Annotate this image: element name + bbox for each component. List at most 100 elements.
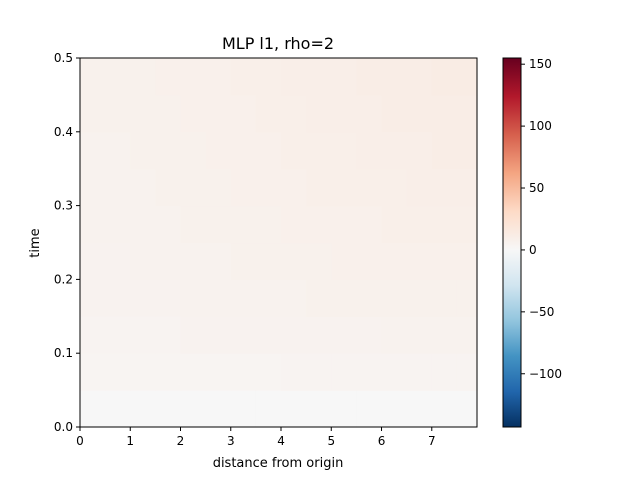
heatmap-cell	[456, 94, 478, 133]
heatmap-cell	[80, 131, 106, 170]
heatmap-cell	[180, 353, 207, 391]
heatmap-cell	[356, 279, 383, 317]
heatmap-cell	[406, 316, 433, 354]
heatmap-cell	[456, 353, 478, 391]
heatmap-cell	[105, 353, 131, 391]
chart-title: MLP l1, rho=2	[222, 34, 334, 53]
heatmap-cell	[130, 353, 156, 391]
heatmap-cell	[406, 353, 433, 391]
y-tick-label: 0.1	[54, 346, 73, 360]
heatmap-cell	[155, 205, 182, 244]
heatmap-cell	[431, 94, 458, 133]
heatmap-cell	[306, 94, 332, 133]
heatmap-cell	[431, 168, 458, 207]
x-tick-label: 4	[277, 434, 285, 448]
heatmap-cell	[356, 94, 383, 133]
heatmap-cell	[105, 168, 131, 207]
heatmap-cell	[281, 316, 307, 354]
heatmap-cell	[255, 242, 282, 280]
heatmap-cell	[130, 205, 156, 244]
heatmap-cell	[431, 58, 458, 96]
heatmap-cell	[205, 131, 232, 170]
heatmap-cell	[306, 390, 332, 428]
heatmap-cell	[180, 390, 207, 428]
colorbar-ticks: −100 −50 0 50 100 150	[521, 57, 562, 381]
heatmap-cell	[356, 205, 383, 244]
y-tick-label: 0.0	[54, 420, 73, 434]
heatmap-cell	[281, 58, 307, 96]
colorbar-tick-label: 50	[529, 181, 544, 195]
heatmap-cell	[456, 279, 478, 317]
heatmap-cell	[155, 390, 182, 428]
heatmap-cell	[105, 316, 131, 354]
heatmap-cell	[281, 205, 307, 244]
heatmap-cell	[205, 353, 232, 391]
heatmap-cell	[381, 242, 408, 280]
heatmap-cell	[456, 390, 478, 428]
colorbar-tick-label: 150	[529, 57, 552, 71]
heatmap-cell	[331, 353, 357, 391]
heatmap-cell	[230, 353, 257, 391]
heatmap-cell	[281, 390, 307, 428]
heatmap-cell	[406, 94, 433, 133]
heatmap-cell	[255, 205, 282, 244]
heatmap-cell	[230, 279, 257, 317]
heatmap-cell	[281, 131, 307, 170]
heatmap-cell	[331, 205, 357, 244]
heatmap-cell	[431, 353, 458, 391]
heatmap-cell	[431, 279, 458, 317]
heatmap-cell	[331, 242, 357, 280]
heatmap-cell	[306, 279, 332, 317]
heatmap-cell	[406, 131, 433, 170]
heatmap-cell	[205, 94, 232, 133]
heatmap-cell	[456, 131, 478, 170]
x-tick-label: 1	[126, 434, 134, 448]
heatmap-cell	[281, 168, 307, 207]
heatmap-cell	[381, 390, 408, 428]
heatmap-cell	[155, 242, 182, 280]
heatmap-cell	[431, 390, 458, 428]
heatmap-cell	[205, 242, 232, 280]
heatmap-cell	[406, 279, 433, 317]
heatmap-cell	[205, 316, 232, 354]
heatmap-cell	[205, 279, 232, 317]
heatmap-cell	[281, 242, 307, 280]
heatmap-cell	[456, 168, 478, 207]
heatmap-cell	[230, 390, 257, 428]
heatmap-cell	[105, 131, 131, 170]
heatmap-cell	[105, 58, 131, 96]
heatmap-cell	[80, 242, 106, 280]
x-tick-label: 6	[378, 434, 386, 448]
heatmap-cell	[255, 353, 282, 391]
heatmap-cell	[331, 94, 357, 133]
x-tick-label: 0	[76, 434, 84, 448]
heatmap-cell	[306, 131, 332, 170]
colorbar-tick-label: −50	[529, 305, 554, 319]
heatmap-cell	[306, 58, 332, 96]
y-tick-label: 0.3	[54, 199, 73, 213]
heatmap-cell	[356, 242, 383, 280]
heatmap-cell	[80, 316, 106, 354]
heatmap-cell	[80, 168, 106, 207]
heatmap-cell	[80, 205, 106, 244]
y-axis-label: time	[28, 228, 43, 257]
heatmap-cells	[80, 58, 478, 428]
heatmap-cell	[381, 205, 408, 244]
heatmap-cell	[431, 242, 458, 280]
heatmap-cell	[180, 242, 207, 280]
colorbar	[502, 57, 522, 428]
heatmap-cell	[356, 131, 383, 170]
heatmap-cell	[255, 279, 282, 317]
colorbar-tick-label: 0	[529, 243, 537, 257]
heatmap-cell	[130, 316, 156, 354]
heatmap-cell	[155, 279, 182, 317]
heatmap-cell	[306, 316, 332, 354]
heatmap-cell	[431, 316, 458, 354]
y-axis-ticks: 0.0 0.1 0.2 0.3 0.4 0.5	[54, 51, 80, 434]
heatmap-cell	[205, 168, 232, 207]
heatmap-cell	[381, 131, 408, 170]
y-tick-label: 0.5	[54, 51, 73, 65]
heatmap-cell	[381, 316, 408, 354]
heatmap-cell	[230, 94, 257, 133]
